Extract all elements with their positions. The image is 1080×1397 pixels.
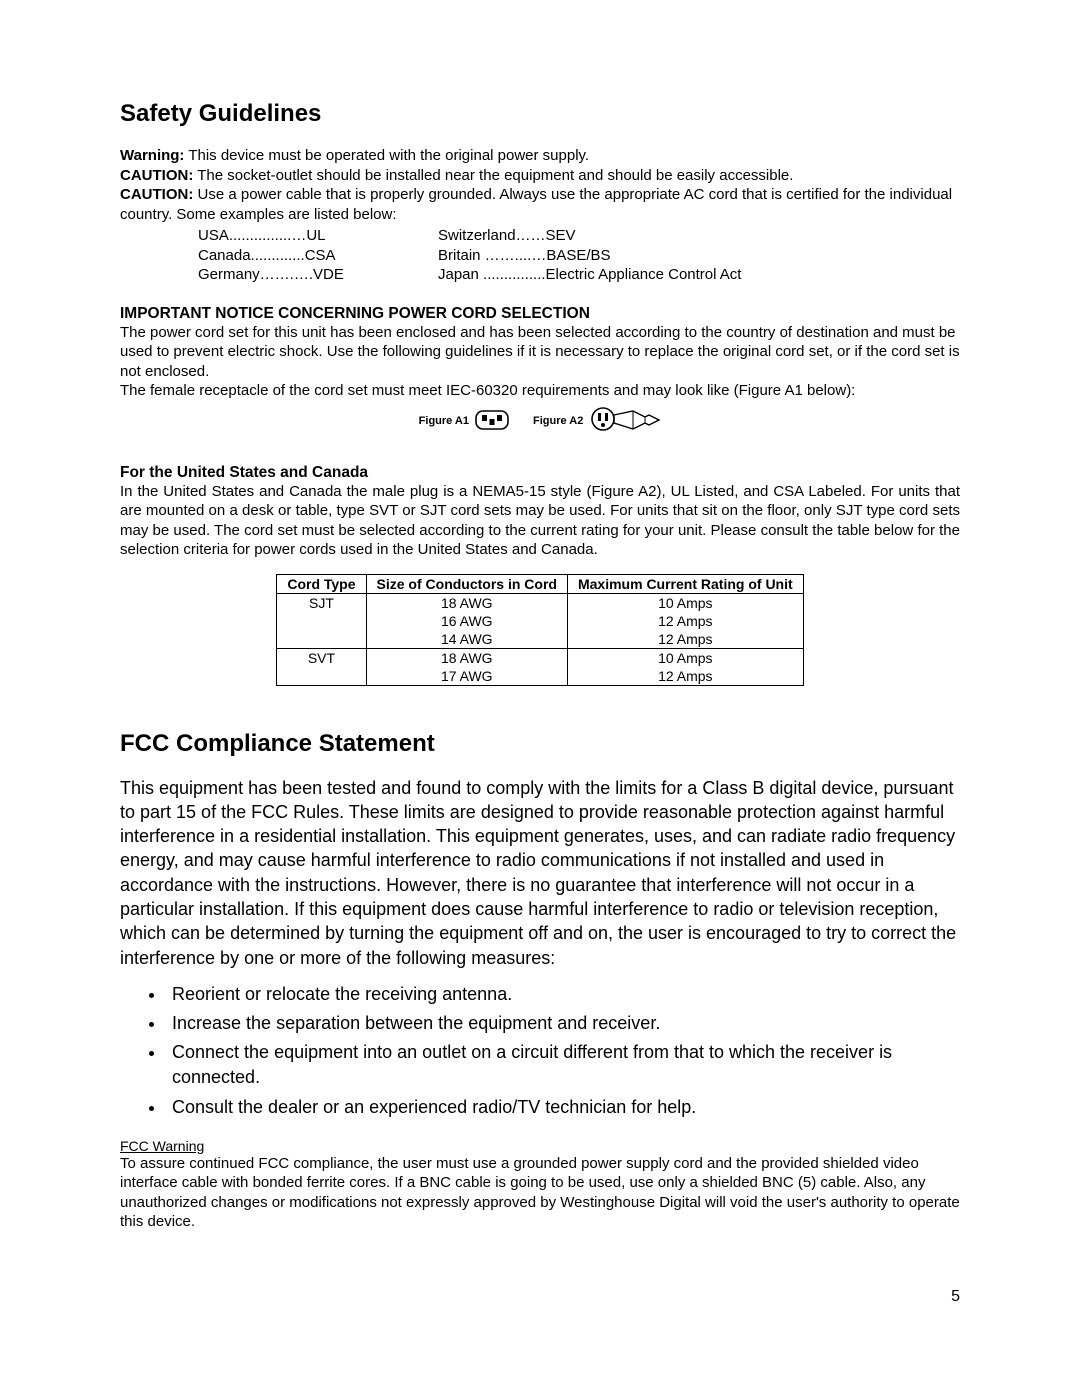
figure-a1-label: Figure A1 xyxy=(419,415,469,427)
page-number: 5 xyxy=(120,1288,960,1306)
example-usa: USA...............…UL xyxy=(198,226,438,246)
caution2-line: CAUTION: Use a power cable that is prope… xyxy=(120,185,960,224)
cell-size: 17 AWG xyxy=(366,667,567,686)
cell-cord-type: SJT xyxy=(277,593,366,612)
power-cord-notice-p2: The female receptacle of the cord set mu… xyxy=(120,381,960,401)
header-conductor-size: Size of Conductors in Cord xyxy=(366,574,567,593)
us-canada-title: For the United States and Canada xyxy=(120,464,960,482)
figure-a1: Figure A1 xyxy=(419,410,509,433)
document-page: Safety Guidelines Warning: This device m… xyxy=(0,0,1080,1366)
example-germany: Germany…….….VDE xyxy=(198,265,438,285)
caution1-line: CAUTION: The socket-outlet should be ins… xyxy=(120,166,960,186)
table-row: SVT 18 AWG 10 Amps xyxy=(277,648,803,667)
figure-a2: Figure A2 xyxy=(533,405,661,438)
cell-empty xyxy=(277,612,366,630)
power-cord-notice-title: IMPORTANT NOTICE CONCERNING POWER CORD S… xyxy=(120,305,960,323)
table-row: 17 AWG 12 Amps xyxy=(277,667,803,686)
header-max-current: Maximum Current Rating of Unit xyxy=(567,574,803,593)
example-canada: Canada.............CSA xyxy=(198,246,438,266)
cell-size: 18 AWG xyxy=(366,593,567,612)
country-examples: USA...............…UL Canada............… xyxy=(198,226,960,285)
table-header-row: Cord Type Size of Conductors in Cord Max… xyxy=(277,574,803,593)
figure-a2-label: Figure A2 xyxy=(533,415,583,427)
fcc-measures-list: Reorient or relocate the receiving anten… xyxy=(120,982,960,1120)
safety-title: Safety Guidelines xyxy=(120,100,960,128)
examples-col-left: USA...............…UL Canada............… xyxy=(198,226,438,285)
header-cord-type: Cord Type xyxy=(277,574,366,593)
fcc-warning-body: To assure continued FCC compliance, the … xyxy=(120,1154,960,1232)
nema-plug-icon xyxy=(589,405,661,438)
warning-text: This device must be operated with the or… xyxy=(184,147,589,164)
cell-rating: 10 Amps xyxy=(567,593,803,612)
caution2-text: Use a power cable that is properly groun… xyxy=(120,186,952,223)
table-row: SJT 18 AWG 10 Amps xyxy=(277,593,803,612)
example-switzerland: Switzerland……SEV xyxy=(438,226,741,246)
caution1-text: The socket-outlet should be installed ne… xyxy=(193,167,793,184)
cell-rating: 12 Amps xyxy=(567,667,803,686)
example-japan: Japan ...............Electric Appliance … xyxy=(438,265,741,285)
figures-row: Figure A1 Figure A2 xyxy=(120,405,960,438)
us-canada-body: In the United States and Canada the male… xyxy=(120,482,960,560)
iec-receptacle-icon xyxy=(475,410,509,433)
cell-size: 18 AWG xyxy=(366,648,567,667)
cell-cord-type: SVT xyxy=(277,648,366,667)
list-item: Consult the dealer or an experienced rad… xyxy=(166,1095,960,1120)
fcc-warning-head: FCC Warning xyxy=(120,1138,960,1154)
caution2-label: CAUTION: xyxy=(120,186,193,203)
list-item: Reorient or relocate the receiving anten… xyxy=(166,982,960,1007)
example-britain: Britain ……....…BASE/BS xyxy=(438,246,741,266)
examples-col-right: Switzerland……SEV Britain ……....…BASE/BS … xyxy=(438,226,741,285)
power-cord-notice-p1: The power cord set for this unit has bee… xyxy=(120,323,960,382)
cell-size: 16 AWG xyxy=(366,612,567,630)
cell-empty xyxy=(277,630,366,649)
cell-rating: 12 Amps xyxy=(567,630,803,649)
cell-empty xyxy=(277,667,366,686)
warning-line: Warning: This device must be operated wi… xyxy=(120,146,960,166)
table-row: 14 AWG 12 Amps xyxy=(277,630,803,649)
fcc-title: FCC Compliance Statement xyxy=(120,730,960,758)
list-item: Increase the separation between the equi… xyxy=(166,1011,960,1036)
cell-rating: 10 Amps xyxy=(567,648,803,667)
warning-label: Warning: xyxy=(120,147,184,164)
caution1-label: CAUTION: xyxy=(120,167,193,184)
cord-table: Cord Type Size of Conductors in Cord Max… xyxy=(276,574,803,686)
list-item: Connect the equipment into an outlet on … xyxy=(166,1040,960,1090)
table-row: 16 AWG 12 Amps xyxy=(277,612,803,630)
cell-size: 14 AWG xyxy=(366,630,567,649)
cell-rating: 12 Amps xyxy=(567,612,803,630)
fcc-body: This equipment has been tested and found… xyxy=(120,776,960,970)
